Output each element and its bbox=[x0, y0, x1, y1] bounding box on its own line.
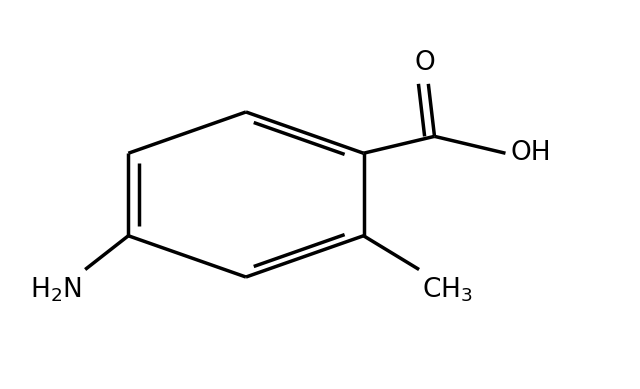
Text: CH$_3$: CH$_3$ bbox=[422, 275, 473, 304]
Text: OH: OH bbox=[511, 140, 551, 166]
Text: O: O bbox=[415, 49, 436, 75]
Text: H$_2$N: H$_2$N bbox=[30, 275, 82, 304]
